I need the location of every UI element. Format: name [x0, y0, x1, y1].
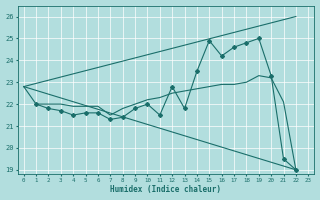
- X-axis label: Humidex (Indice chaleur): Humidex (Indice chaleur): [110, 185, 221, 194]
